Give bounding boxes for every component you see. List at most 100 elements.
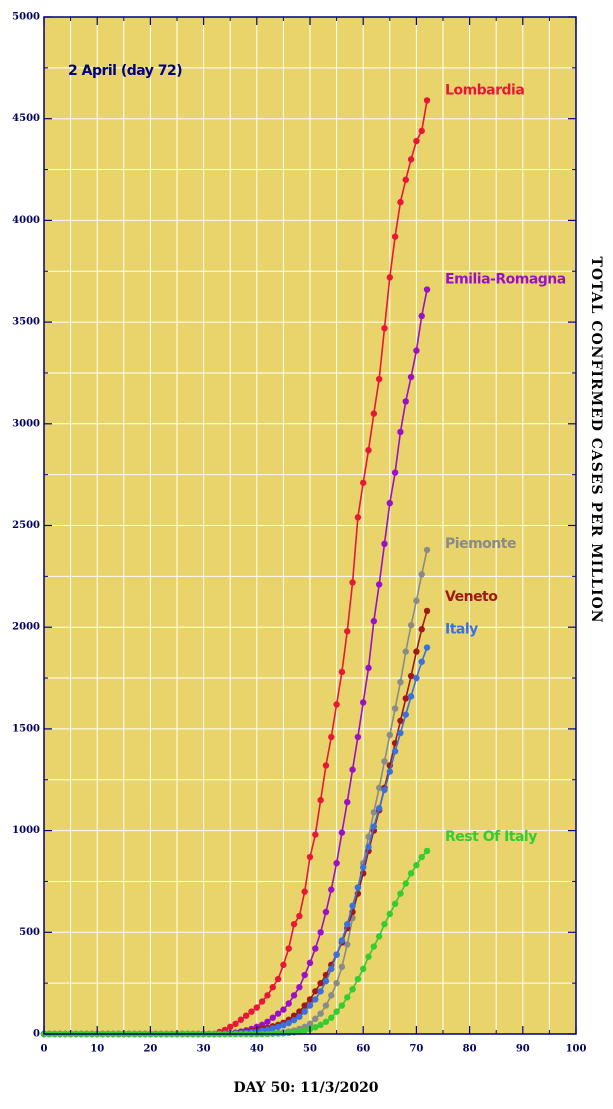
data-point [381, 786, 388, 794]
data-point [312, 945, 319, 952]
data-point [386, 731, 393, 739]
data-point [407, 672, 415, 680]
data-point [296, 1013, 303, 1020]
annotation: 2 April (day 72) [68, 63, 182, 79]
data-point [253, 1004, 260, 1011]
data-point [274, 1010, 282, 1017]
data-point [248, 1008, 255, 1015]
data-point [365, 843, 372, 851]
data-point [322, 1018, 330, 1025]
data-point [301, 1002, 308, 1009]
data-point [407, 621, 415, 629]
x-tick-label: 10 [90, 1044, 104, 1055]
data-point [328, 965, 335, 973]
data-point [423, 644, 431, 651]
y-tick-label: 2000 [12, 622, 40, 633]
y-tick-label: 500 [19, 927, 40, 938]
data-point [391, 705, 399, 712]
data-point [407, 156, 415, 163]
data-point [397, 729, 404, 737]
data-point [237, 1016, 245, 1023]
data-point [413, 861, 420, 869]
data-point [391, 748, 399, 755]
data-point [386, 274, 393, 281]
x-tick-label: 50 [303, 1044, 317, 1055]
data-point [381, 758, 388, 765]
data-point [375, 933, 383, 940]
data-point [370, 410, 378, 417]
x-tick-label: 80 [463, 1044, 477, 1055]
data-point [264, 992, 271, 999]
data-point [328, 733, 335, 741]
y-tick-label: 4000 [12, 215, 40, 226]
y-tick-label: 5000 [12, 12, 40, 23]
data-point [381, 325, 388, 332]
data-point [370, 809, 378, 816]
data-point [338, 829, 346, 836]
data-point [423, 847, 431, 855]
data-point [317, 988, 324, 995]
data-point [290, 1012, 298, 1019]
x-tick-label: 20 [143, 1044, 157, 1055]
data-point [296, 984, 303, 991]
data-point [402, 880, 409, 887]
data-point [365, 664, 372, 672]
data-point [306, 959, 314, 967]
data-point [227, 1023, 234, 1031]
series-label: Piemonte [445, 536, 516, 552]
data-point [370, 617, 378, 625]
data-point [344, 798, 351, 806]
data-point [306, 1020, 314, 1028]
data-point [360, 864, 367, 871]
data-point [269, 1014, 276, 1021]
data-point [322, 908, 330, 916]
data-point [322, 762, 330, 769]
data-point [306, 996, 314, 1003]
data-point [312, 831, 319, 838]
y-tick-label: 1500 [12, 723, 40, 734]
series-label: Emilia-Romagna [445, 272, 566, 288]
data-point [375, 805, 383, 812]
data-point [344, 628, 351, 635]
data-point [274, 1023, 282, 1031]
data-point [269, 984, 276, 991]
x-tick-label: 40 [250, 1044, 264, 1055]
data-point [312, 1015, 319, 1022]
data-point [349, 902, 356, 910]
data-point [285, 945, 292, 952]
data-point [402, 711, 409, 718]
data-point [264, 1018, 271, 1025]
data-point [280, 1022, 287, 1029]
data-point [349, 766, 356, 773]
data-point [418, 127, 425, 135]
data-point [354, 733, 362, 741]
data-point [312, 988, 319, 995]
series-label: Lombardia [445, 82, 524, 98]
data-point [322, 1002, 330, 1009]
data-point [407, 870, 415, 877]
data-point [354, 975, 362, 983]
x-tick-label: 90 [516, 1044, 530, 1055]
data-point [274, 975, 282, 983]
data-point [317, 1021, 324, 1029]
data-point [312, 1024, 319, 1031]
y-tick-label: 3500 [12, 317, 40, 328]
data-point [296, 1008, 303, 1015]
data-point [370, 823, 378, 830]
y-tick-label: 1000 [12, 825, 40, 836]
data-point [360, 965, 367, 973]
data-point [328, 886, 335, 893]
data-point [296, 1028, 303, 1035]
data-point [328, 1014, 335, 1021]
data-point [397, 198, 404, 206]
data-point [386, 499, 393, 507]
series-label: Rest Of Italy [445, 829, 537, 845]
data-point [423, 97, 431, 104]
data-point [375, 581, 383, 588]
data-point [418, 658, 425, 665]
data-point [328, 992, 335, 999]
data-point [306, 853, 314, 861]
y-tick-label: 0 [33, 1029, 40, 1040]
data-point [317, 979, 324, 987]
